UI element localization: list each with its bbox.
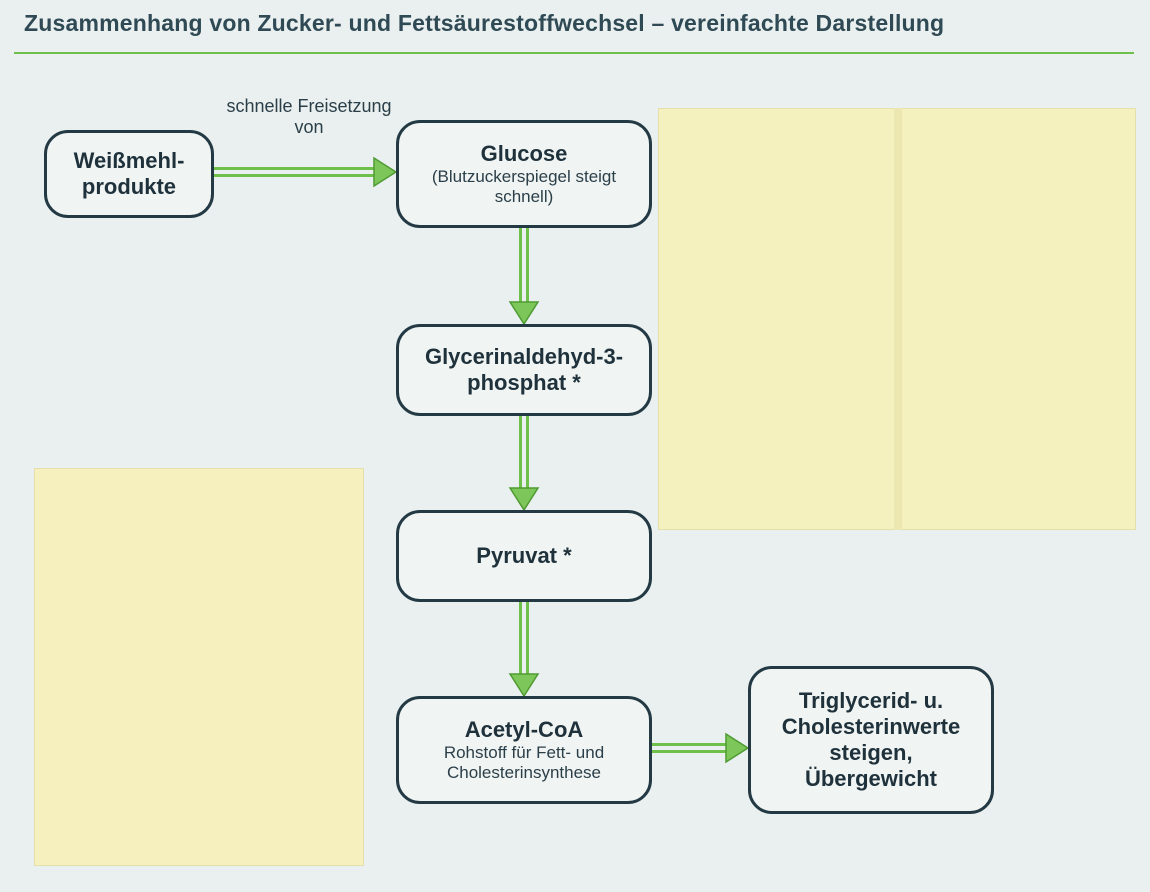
- sticky-note-left: [34, 468, 364, 866]
- arrow-weissmehl-glucose: [214, 156, 396, 188]
- node-acetyl-sub: Rohstoff für Fett- undCholesterinsynthes…: [444, 743, 604, 783]
- node-pyruvat: Pyruvat *: [396, 510, 652, 602]
- arrow-acetyl-tg: [652, 732, 748, 764]
- node-weissmehl: Weißmehl-produkte: [44, 130, 214, 218]
- node-tg: Triglycerid- u.Cholesterinwertesteigen,Ü…: [748, 666, 994, 814]
- node-acetyl: Acetyl-CoA Rohstoff für Fett- undCholest…: [396, 696, 652, 804]
- diagram-canvas: { "canvas": { "width": 1150, "height": 8…: [0, 0, 1150, 892]
- arrow-glucose-g3p: [508, 228, 540, 324]
- node-weissmehl-title: Weißmehl-produkte: [74, 148, 185, 200]
- node-glucose: Glucose (Blutzuckerspiegel steigtschnell…: [396, 120, 652, 228]
- node-g3p-title: Glycerinaldehyd-3-phosphat *: [425, 344, 623, 396]
- page-title: Zusammenhang von Zucker- und Fettsäurest…: [24, 10, 944, 37]
- edge-label-freisetzung: schnelle Freisetzungvon: [214, 96, 404, 138]
- sticky-note-right-seam: [894, 108, 902, 530]
- node-glucose-title: Glucose: [481, 141, 568, 167]
- node-tg-title: Triglycerid- u.Cholesterinwertesteigen,Ü…: [782, 688, 961, 792]
- arrow-g3p-pyruvat: [508, 416, 540, 510]
- node-pyruvat-title: Pyruvat *: [476, 543, 571, 569]
- title-underline: [14, 52, 1134, 54]
- arrow-pyruvat-acetyl: [508, 602, 540, 696]
- node-g3p: Glycerinaldehyd-3-phosphat *: [396, 324, 652, 416]
- node-acetyl-title: Acetyl-CoA: [465, 717, 584, 743]
- node-glucose-sub: (Blutzuckerspiegel steigtschnell): [432, 167, 616, 207]
